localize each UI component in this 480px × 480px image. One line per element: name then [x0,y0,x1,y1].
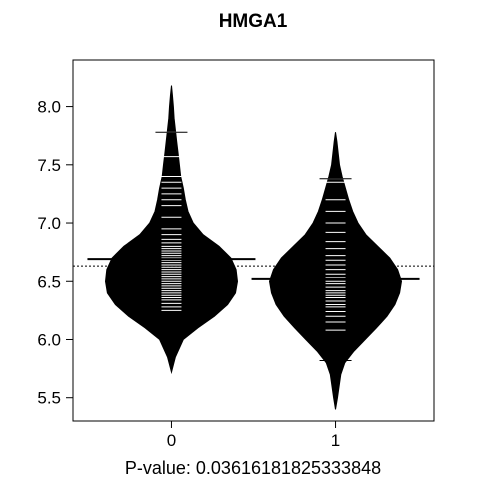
chart-title: HMGA1 [219,11,288,32]
bean-density-1 [268,132,403,410]
y-tick-label: 6.5 [37,272,61,291]
x-tick-label: 1 [331,431,340,450]
y-tick-label: 6.0 [37,330,61,349]
y-axis: 5.5 6.0 6.5 7.0 7.5 8.0 [37,98,73,408]
bean-1 [251,132,420,410]
y-tick-label: 8.0 [37,98,61,117]
y-tick-label: 5.5 [37,389,61,408]
x-tick-label: 0 [167,431,176,450]
y-tick-label: 7.5 [37,156,61,175]
plot-area-border [72,59,435,422]
bean-0 [87,85,256,375]
y-tick-label: 7.0 [37,214,61,233]
x-axis-label: P-value: 0.03616181825333848 [125,458,381,478]
beans-layer [87,85,420,410]
